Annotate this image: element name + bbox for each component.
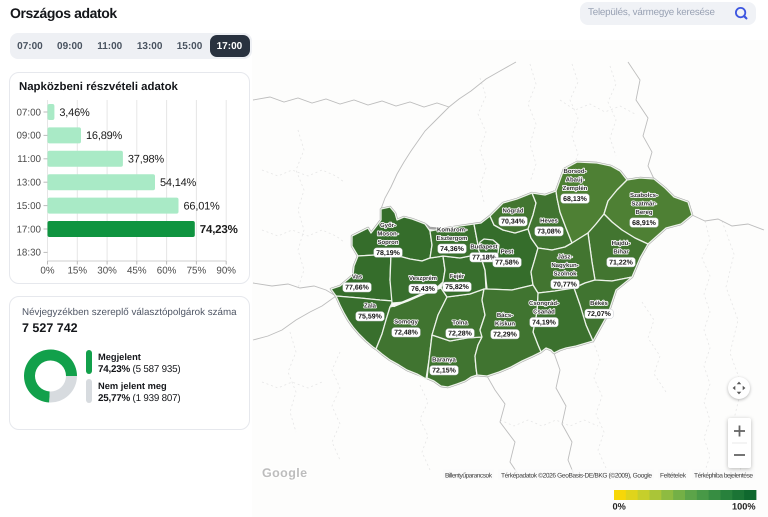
svg-text:74,36%: 74,36%: [440, 246, 465, 253]
svg-text:77,18%: 77,18%: [472, 255, 497, 262]
svg-text:Heves: Heves: [540, 218, 558, 225]
svg-text:Nógrád: Nógrád: [503, 208, 524, 215]
svg-text:77,58%: 77,58%: [495, 260, 520, 267]
svg-text:70,34%: 70,34%: [501, 219, 526, 226]
svg-text:72,15%: 72,15%: [432, 368, 457, 375]
svg-text:68,13%: 68,13%: [563, 196, 588, 203]
svg-text:Csanád: Csanád: [533, 309, 555, 316]
svg-text:Zala: Zala: [364, 303, 377, 310]
svg-text:Abaúj-: Abaúj-: [566, 177, 585, 184]
svg-text:Jász-: Jász-: [557, 254, 572, 261]
svg-text:72,28%: 72,28%: [448, 331, 473, 338]
svg-text:70,77%: 70,77%: [553, 281, 578, 288]
svg-text:Somogy: Somogy: [394, 319, 418, 326]
svg-text:Szabolcs-: Szabolcs-: [630, 192, 658, 199]
svg-text:Borsod-: Borsod-: [564, 168, 587, 175]
svg-text:Fejér: Fejér: [450, 273, 465, 280]
svg-text:72,07%: 72,07%: [587, 311, 612, 318]
svg-text:Sopron: Sopron: [378, 239, 399, 246]
svg-text:73,08%: 73,08%: [537, 229, 562, 236]
svg-text:Vas: Vas: [352, 274, 363, 281]
svg-text:Csongrád-: Csongrád-: [529, 300, 559, 307]
svg-text:Szatmár-: Szatmár-: [631, 201, 656, 208]
svg-text:Baranya: Baranya: [432, 357, 456, 364]
svg-text:Moson-: Moson-: [377, 231, 398, 238]
svg-text:Pest: Pest: [501, 249, 514, 256]
svg-text:68,91%: 68,91%: [632, 220, 657, 227]
svg-text:Bihar: Bihar: [613, 249, 629, 256]
svg-text:Budapest: Budapest: [470, 244, 497, 251]
svg-text:75,82%: 75,82%: [445, 284, 470, 291]
svg-text:Győr-: Győr-: [380, 222, 396, 229]
svg-text:Bács-: Bács-: [497, 312, 513, 319]
svg-text:74,19%: 74,19%: [532, 320, 557, 327]
svg-text:Bereg: Bereg: [635, 209, 652, 216]
svg-text:Billentyűparancsok: Billentyűparancsok: [445, 472, 493, 479]
svg-text:72,48%: 72,48%: [394, 330, 419, 337]
svg-text:Esztergom: Esztergom: [437, 235, 468, 242]
svg-text:78,19%: 78,19%: [376, 250, 401, 257]
svg-text:Nagykun-: Nagykun-: [551, 262, 578, 269]
svg-text:77,66%: 77,66%: [345, 285, 370, 292]
svg-text:Térképadatok ©2026 GeoBasis-DE: Térképadatok ©2026 GeoBasis-DE/BKG (©200…: [501, 472, 652, 479]
svg-text:75,59%: 75,59%: [358, 314, 383, 321]
svg-text:Térképhiba bejelentése: Térképhiba bejelentése: [694, 472, 753, 479]
svg-text:72,29%: 72,29%: [493, 332, 518, 339]
svg-text:Zemplén: Zemplén: [563, 185, 588, 192]
svg-text:Feltételek: Feltételek: [660, 472, 687, 479]
svg-text:71,22%: 71,22%: [609, 260, 634, 267]
svg-text:Békés: Békés: [590, 300, 608, 307]
svg-text:Google: Google: [262, 466, 307, 480]
svg-text:Hajdú-: Hajdú-: [612, 240, 631, 247]
svg-text:76,43%: 76,43%: [411, 286, 436, 293]
svg-text:Szolnok: Szolnok: [553, 271, 577, 278]
svg-text:Komárom-: Komárom-: [437, 227, 467, 234]
svg-text:Tolna: Tolna: [452, 320, 468, 327]
svg-text:Kiskun: Kiskun: [495, 321, 515, 328]
svg-text:Veszprém: Veszprém: [409, 275, 437, 282]
